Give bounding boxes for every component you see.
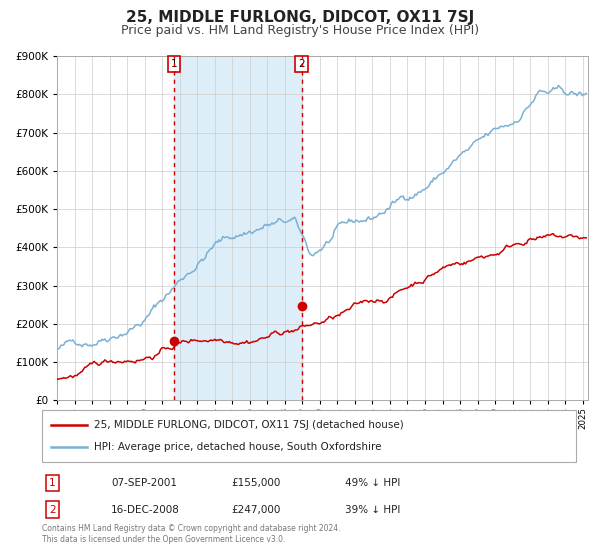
- Text: 1: 1: [171, 59, 178, 69]
- Text: 2: 2: [298, 59, 305, 69]
- Text: 1: 1: [49, 478, 56, 488]
- Text: 39% ↓ HPI: 39% ↓ HPI: [345, 505, 400, 515]
- Text: £155,000: £155,000: [231, 478, 280, 488]
- Text: 07-SEP-2001: 07-SEP-2001: [111, 478, 177, 488]
- Text: 49% ↓ HPI: 49% ↓ HPI: [345, 478, 400, 488]
- Text: HPI: Average price, detached house, South Oxfordshire: HPI: Average price, detached house, Sout…: [94, 442, 382, 452]
- Text: £247,000: £247,000: [231, 505, 280, 515]
- Text: Contains HM Land Registry data © Crown copyright and database right 2024.: Contains HM Land Registry data © Crown c…: [42, 524, 341, 533]
- Text: 2: 2: [49, 505, 56, 515]
- Text: 25, MIDDLE FURLONG, DIDCOT, OX11 7SJ: 25, MIDDLE FURLONG, DIDCOT, OX11 7SJ: [126, 10, 474, 25]
- Text: Price paid vs. HM Land Registry's House Price Index (HPI): Price paid vs. HM Land Registry's House …: [121, 24, 479, 36]
- Text: 25, MIDDLE FURLONG, DIDCOT, OX11 7SJ (detached house): 25, MIDDLE FURLONG, DIDCOT, OX11 7SJ (de…: [94, 419, 404, 430]
- Bar: [174, 56, 302, 400]
- Text: This data is licensed under the Open Government Licence v3.0.: This data is licensed under the Open Gov…: [42, 535, 286, 544]
- Text: 16-DEC-2008: 16-DEC-2008: [111, 505, 180, 515]
